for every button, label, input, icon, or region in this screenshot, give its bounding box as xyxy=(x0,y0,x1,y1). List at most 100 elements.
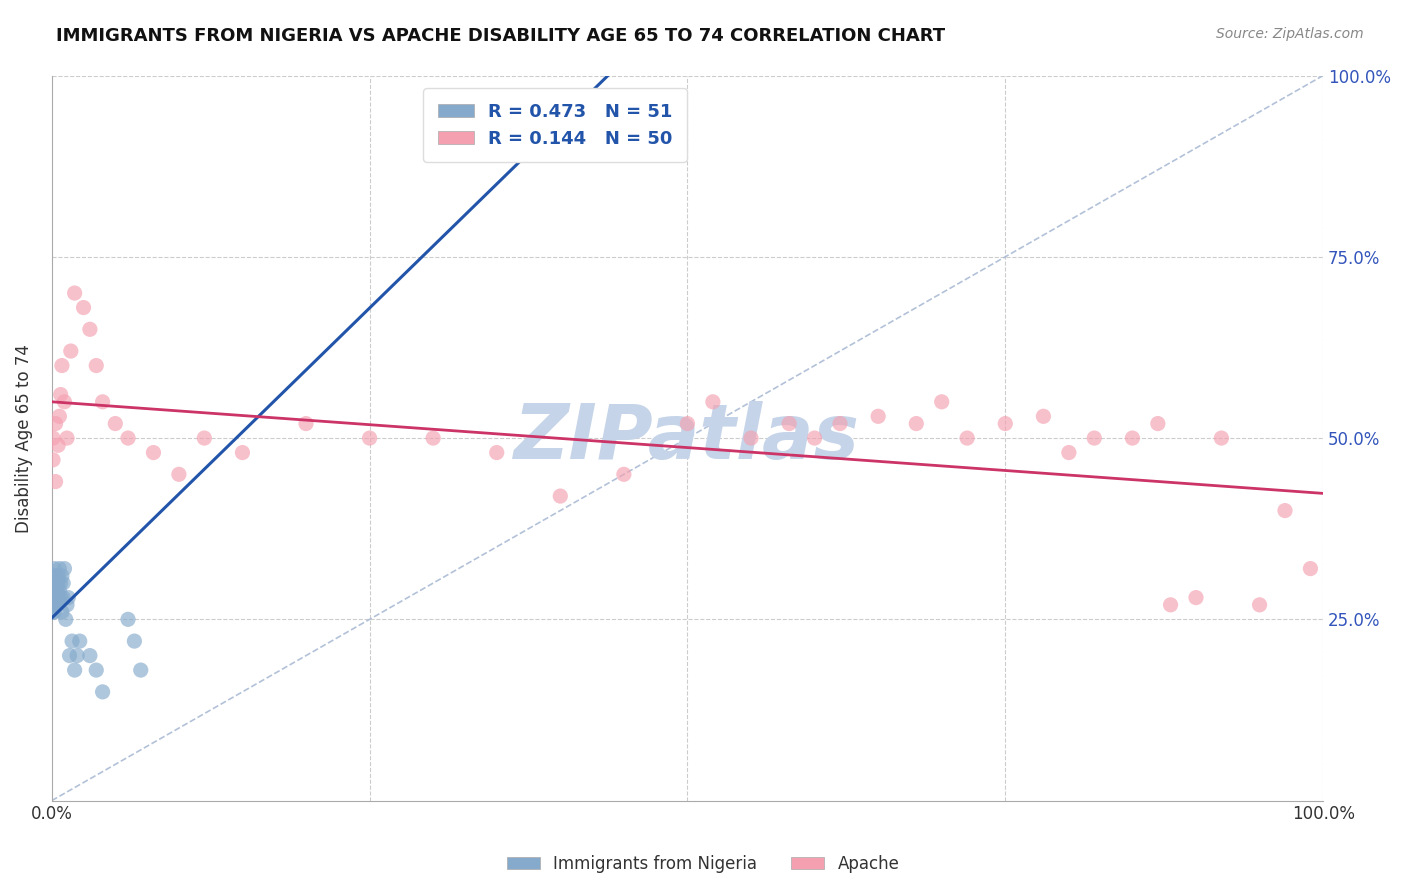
Point xyxy=(46,591,69,605)
Point xyxy=(1299,561,1322,575)
Point xyxy=(868,409,890,424)
Point xyxy=(51,569,73,583)
Point xyxy=(1121,431,1143,445)
Point xyxy=(91,394,114,409)
Point xyxy=(52,591,75,605)
Point xyxy=(44,576,66,591)
Point xyxy=(1032,409,1054,424)
Point xyxy=(49,387,72,401)
Point xyxy=(42,591,65,605)
Point xyxy=(778,417,800,431)
Point xyxy=(49,576,72,591)
Point xyxy=(193,431,215,445)
Point xyxy=(79,322,101,336)
Point xyxy=(45,591,67,605)
Point xyxy=(1274,503,1296,517)
Point xyxy=(676,417,699,431)
Point xyxy=(1211,431,1233,445)
Point xyxy=(48,561,70,575)
Point xyxy=(59,344,82,359)
Point xyxy=(702,394,724,409)
Point xyxy=(45,598,67,612)
Point xyxy=(167,467,190,482)
Point xyxy=(42,452,65,467)
Point xyxy=(42,583,65,598)
Point xyxy=(48,409,70,424)
Legend: Immigrants from Nigeria, Apache: Immigrants from Nigeria, Apache xyxy=(501,848,905,880)
Point xyxy=(803,431,825,445)
Point xyxy=(72,301,94,315)
Point xyxy=(613,467,636,482)
Point xyxy=(42,598,65,612)
Point xyxy=(69,634,91,648)
Point xyxy=(45,475,67,489)
Point xyxy=(1249,598,1271,612)
Point xyxy=(63,663,86,677)
Point xyxy=(44,598,66,612)
Point xyxy=(56,598,79,612)
Point xyxy=(42,576,65,591)
Point xyxy=(63,286,86,301)
Point xyxy=(45,583,67,598)
Point xyxy=(117,431,139,445)
Point xyxy=(42,591,65,605)
Point xyxy=(142,445,165,459)
Point xyxy=(51,605,73,619)
Point xyxy=(58,591,80,605)
Point xyxy=(58,648,80,663)
Point xyxy=(52,576,75,591)
Point xyxy=(124,634,146,648)
Point xyxy=(42,576,65,591)
Point xyxy=(48,583,70,598)
Point xyxy=(53,394,76,409)
Point xyxy=(295,417,318,431)
Point xyxy=(45,417,67,431)
Point xyxy=(45,576,67,591)
Point xyxy=(55,612,77,626)
Point xyxy=(1185,591,1208,605)
Text: ZIPatlas: ZIPatlas xyxy=(515,401,860,475)
Point xyxy=(1083,431,1105,445)
Point xyxy=(56,431,79,445)
Point xyxy=(42,598,65,612)
Point xyxy=(1147,417,1170,431)
Point xyxy=(46,438,69,452)
Point xyxy=(46,576,69,591)
Point xyxy=(45,583,67,598)
Point xyxy=(129,663,152,677)
Point xyxy=(45,598,67,612)
Point xyxy=(740,431,762,445)
Point xyxy=(91,685,114,699)
Point xyxy=(994,417,1017,431)
Point xyxy=(1160,598,1182,612)
Point xyxy=(231,445,253,459)
Point xyxy=(44,561,66,575)
Point xyxy=(84,663,107,677)
Point xyxy=(104,417,127,431)
Point xyxy=(956,431,979,445)
Point xyxy=(1057,445,1080,459)
Point xyxy=(44,605,66,619)
Point xyxy=(53,561,76,575)
Y-axis label: Disability Age 65 to 74: Disability Age 65 to 74 xyxy=(15,343,32,533)
Legend: R = 0.473   N = 51, R = 0.144   N = 50: R = 0.473 N = 51, R = 0.144 N = 50 xyxy=(423,88,688,162)
Point xyxy=(51,359,73,373)
Point xyxy=(46,569,69,583)
Point xyxy=(42,605,65,619)
Point xyxy=(905,417,928,431)
Point xyxy=(42,431,65,445)
Point xyxy=(550,489,572,503)
Point xyxy=(485,445,508,459)
Point xyxy=(79,648,101,663)
Point xyxy=(49,591,72,605)
Point xyxy=(828,417,851,431)
Point xyxy=(60,634,83,648)
Point xyxy=(472,90,495,104)
Point xyxy=(84,359,107,373)
Point xyxy=(45,569,67,583)
Point xyxy=(44,583,66,598)
Point xyxy=(66,648,89,663)
Point xyxy=(931,394,953,409)
Text: Source: ZipAtlas.com: Source: ZipAtlas.com xyxy=(1216,27,1364,41)
Point xyxy=(45,591,67,605)
